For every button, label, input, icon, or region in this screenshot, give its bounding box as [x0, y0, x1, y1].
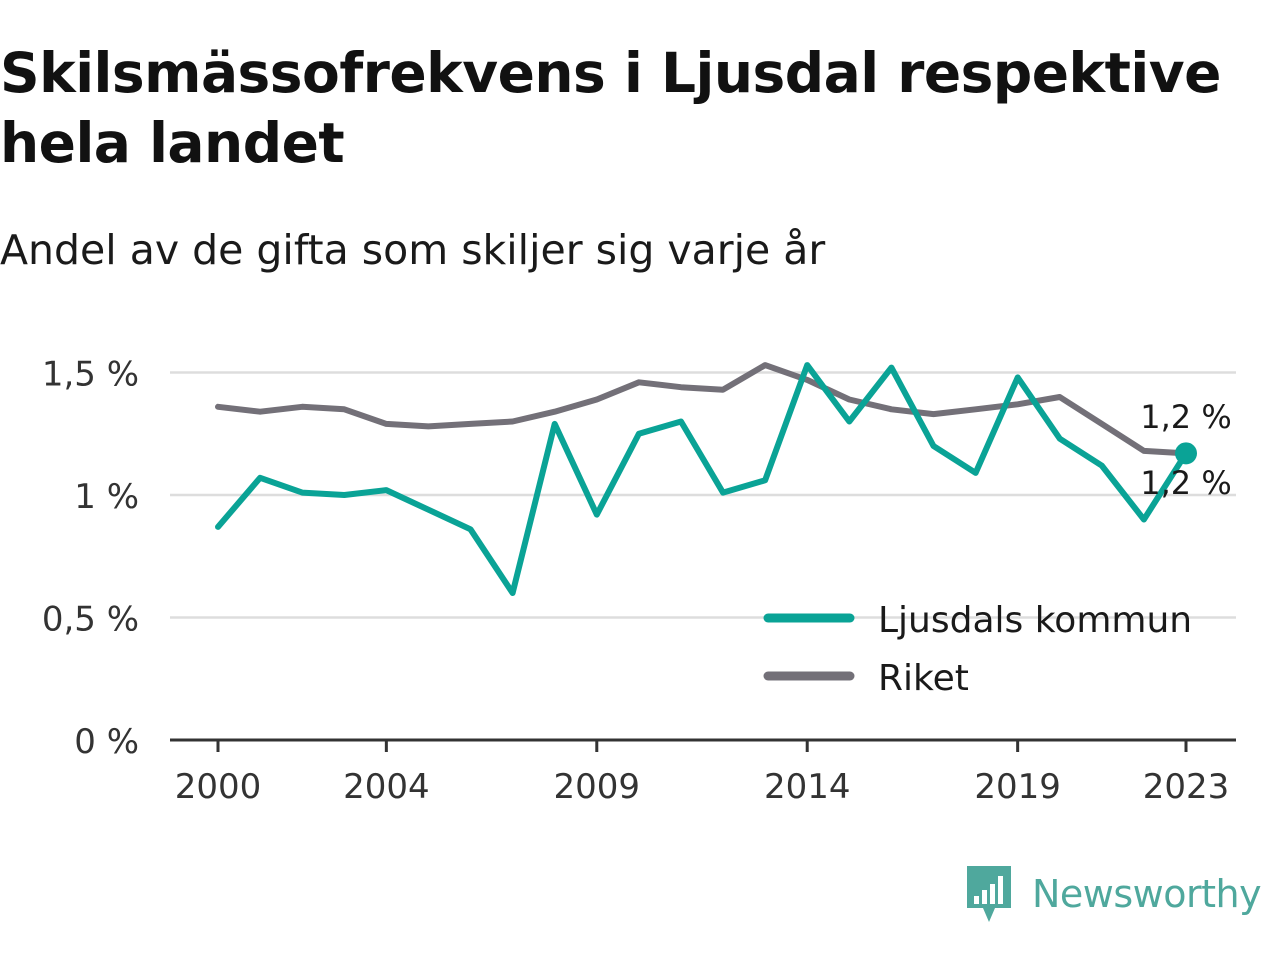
legend-label-ljusdal: Ljusdals kommun: [878, 600, 1192, 641]
chart-subtitle: Andel av de gifta som skiljer sig varje …: [0, 226, 826, 274]
series-line-riket: [215, 362, 1189, 457]
x-tick-label: 2019: [974, 767, 1061, 807]
end-label-ljusdal: 1,2 %: [1140, 464, 1231, 502]
end-label-riket: 1,2 %: [1140, 398, 1231, 436]
y-tick-label: 1 %: [74, 477, 139, 517]
chart-title: Skilsmässofrekvens i Ljusdal respektive …: [0, 41, 1221, 175]
y-axis-labels: 0 % 0,5 % 1 % 1,5 %: [42, 355, 139, 763]
y-tick-label: 0 %: [74, 722, 139, 762]
y-tick-label: 0,5 %: [42, 600, 139, 640]
x-tick-label: 2009: [554, 767, 641, 807]
series-line-ljusdal: [215, 362, 1189, 596]
brand-name: Newsworthy: [1032, 872, 1262, 916]
x-tick-label: 2014: [764, 767, 851, 807]
legend-label-riket: Riket: [878, 658, 969, 699]
series-lines: [215, 362, 1197, 596]
legend: Ljusdals kommun Riket: [763, 600, 1192, 699]
end-point-ljusdal: [1175, 442, 1197, 465]
x-tick-label: 2004: [343, 767, 430, 807]
brand: Newsworthy: [964, 864, 1262, 924]
y-tick-label: 1,5 %: [42, 355, 139, 395]
x-axis: 2000 2004 2009 2014 2019 2023: [170, 738, 1236, 807]
x-tick-label: 2000: [175, 767, 262, 807]
x-tick-label: 2023: [1143, 767, 1230, 807]
newsworthy-logo-icon: [967, 866, 1011, 922]
